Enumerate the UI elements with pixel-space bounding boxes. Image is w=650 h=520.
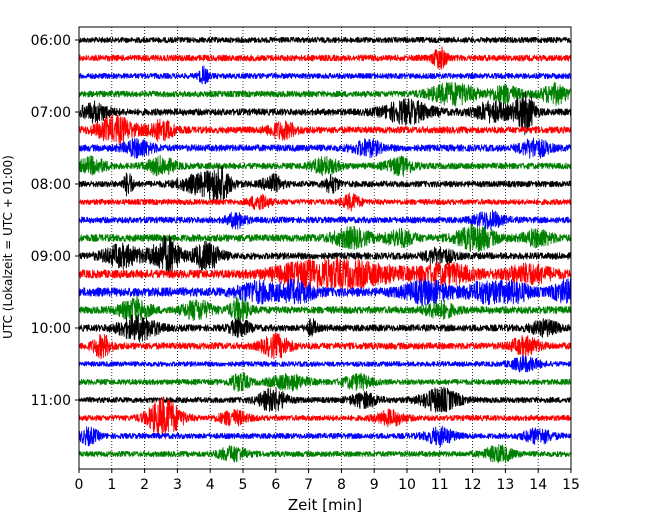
trace-1145 [78,444,572,464]
trace-1130 [78,425,572,447]
y-axis-ticks: 06:00 07:00 08:00 09:00 10:00 11:00 [31,33,79,409]
trace-0900 [78,235,572,278]
x-tick-label: 9 [370,477,379,493]
x-tick-label: 4 [206,477,215,493]
x-tick-label: 5 [239,477,248,493]
trace-0845 [78,223,572,253]
y-tick-label: 06:00 [31,33,71,49]
trace-1030 [78,354,572,373]
trace-0645 [78,81,572,107]
x-axis-label: Zeit [min] [288,496,362,514]
x-tick-label: 2 [140,477,149,493]
x-tick-label: 8 [337,477,346,493]
x-tick-label: 3 [173,477,182,493]
trace-0615 [78,46,572,70]
x-tick-label: 15 [562,477,580,493]
trace-0715 [78,114,572,146]
y-tick-label: 11:00 [31,393,71,409]
trace-0600 [78,36,572,44]
trace-1045 [78,372,572,392]
x-tick-label: 1 [107,477,116,493]
trace-1000 [78,313,572,343]
trace-1015 [78,332,572,360]
trace-0700 [78,91,572,136]
x-tick-label: 11 [431,477,449,493]
seismic-traces [78,36,572,464]
trace-0630 [78,65,572,85]
trace-1115 [78,396,572,440]
x-tick-label: 7 [304,477,313,493]
y-tick-label: 08:00 [31,177,71,193]
y-tick-label: 10:00 [31,321,71,337]
trace-0800 [78,165,572,204]
x-tick-label: 10 [398,477,416,493]
x-axis-ticks: 0 1 2 3 4 5 6 7 8 9 10 11 12 13 14 15 [75,469,580,493]
trace-0930 [78,278,572,306]
x-tick-label: 14 [529,477,547,493]
trace-0745 [78,154,572,177]
x-tick-label: 0 [75,477,84,493]
plot-frame [78,26,572,470]
trace-0945 [78,295,572,323]
x-tick-label: 13 [496,477,514,493]
x-tick-label: 6 [271,477,280,493]
trace-0830 [78,209,572,231]
trace-0730 [78,137,572,159]
x-tick-label: 12 [464,477,482,493]
y-tick-label: 09:00 [31,249,71,265]
trace-0915 [78,257,572,292]
trace-0815 [78,192,572,212]
y-axis-label: UTC (Lokalzeit = UTC + 01:00) [1,155,15,339]
y-tick-label: 07:00 [31,105,71,121]
